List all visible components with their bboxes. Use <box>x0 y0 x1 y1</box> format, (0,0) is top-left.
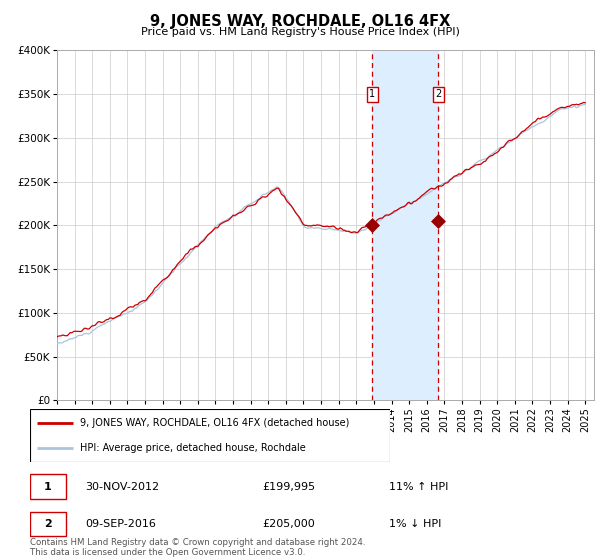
Text: 1: 1 <box>44 482 52 492</box>
Text: 09-SEP-2016: 09-SEP-2016 <box>85 519 156 529</box>
Bar <box>373 50 439 400</box>
Text: Contains HM Land Registry data © Crown copyright and database right 2024.
This d: Contains HM Land Registry data © Crown c… <box>30 538 365 557</box>
Text: HPI: Average price, detached house, Rochdale: HPI: Average price, detached house, Roch… <box>80 442 306 452</box>
Text: 9, JONES WAY, ROCHDALE, OL16 4FX: 9, JONES WAY, ROCHDALE, OL16 4FX <box>150 14 450 29</box>
Text: Price paid vs. HM Land Registry's House Price Index (HPI): Price paid vs. HM Land Registry's House … <box>140 27 460 37</box>
FancyBboxPatch shape <box>30 474 66 499</box>
Text: 2: 2 <box>44 519 52 529</box>
Text: 9, JONES WAY, ROCHDALE, OL16 4FX (detached house): 9, JONES WAY, ROCHDALE, OL16 4FX (detach… <box>80 418 350 428</box>
Text: 2: 2 <box>436 89 442 99</box>
FancyBboxPatch shape <box>30 409 390 462</box>
Text: £205,000: £205,000 <box>262 519 314 529</box>
Text: 1: 1 <box>370 89 376 99</box>
Text: 30-NOV-2012: 30-NOV-2012 <box>85 482 160 492</box>
Text: 11% ↑ HPI: 11% ↑ HPI <box>389 482 448 492</box>
Text: 1% ↓ HPI: 1% ↓ HPI <box>389 519 441 529</box>
Text: £199,995: £199,995 <box>262 482 315 492</box>
FancyBboxPatch shape <box>30 511 66 536</box>
